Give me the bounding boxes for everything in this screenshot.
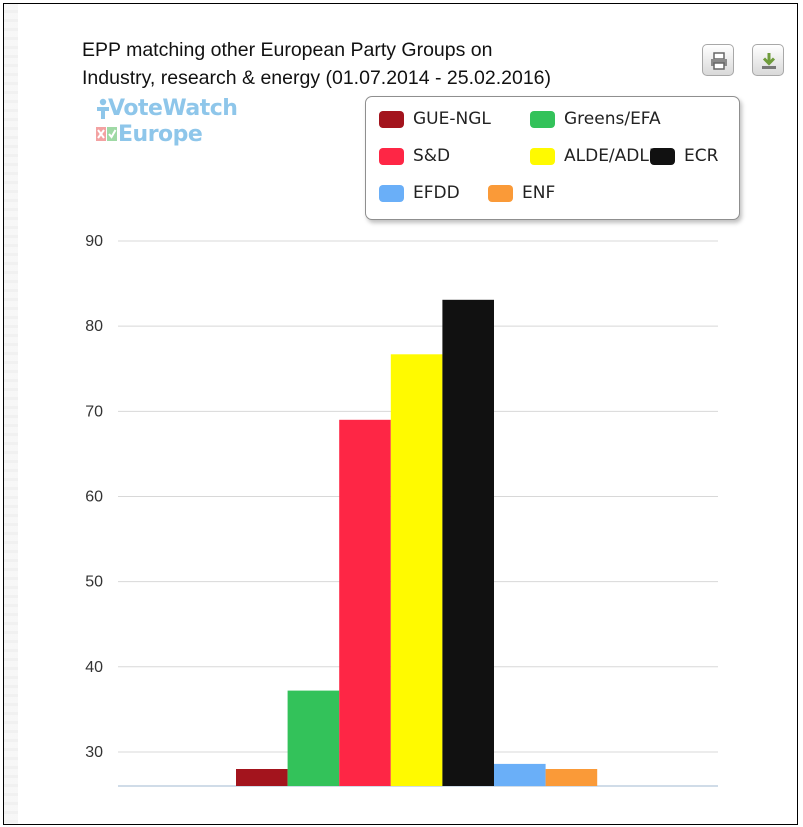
legend-swatch [379, 184, 404, 202]
y-tick-label: 30 [85, 744, 103, 761]
bar-enf[interactable] [545, 769, 598, 786]
legend-item-alde-adle[interactable]: ALDE/ADLE [530, 144, 660, 168]
legend-item-efdd[interactable]: EFDD [379, 181, 460, 205]
legend-swatch [379, 110, 404, 128]
bar-ecr[interactable] [442, 299, 494, 786]
legend-label: S&D [413, 146, 451, 166]
bar-alde-adle[interactable] [390, 354, 443, 786]
votewatch-logo: VoteWatch Europe [96, 96, 296, 152]
y-tick-label: 90 [85, 233, 103, 250]
chart-title-line-2: Industry, research & energy (01.07.2014 … [82, 67, 552, 89]
chart-legend: GUE-NGL Greens/EFA S&D ALDE/ADLE ECR EFDD ENF [365, 96, 740, 220]
bar-gue-ngl[interactable] [236, 769, 288, 786]
legend-swatch [379, 147, 404, 165]
logo-person-icon [97, 98, 109, 119]
y-tick-label: 80 [85, 318, 103, 335]
logo-ballot-icon [96, 127, 117, 141]
bar-efdd[interactable] [494, 763, 546, 786]
legend-label: ALDE/ADLE [564, 146, 660, 166]
legend-item-ecr[interactable]: ECR [650, 144, 718, 168]
legend-label: Greens/EFA [564, 109, 661, 129]
y-tick-label: 60 [85, 488, 103, 505]
legend-label: ENF [522, 183, 556, 203]
legend-swatch [530, 147, 555, 165]
logo-text-europe: Europe [118, 122, 203, 147]
printer-icon [711, 52, 727, 70]
y-tick-label: 70 [85, 403, 103, 420]
legend-item-greens-efa[interactable]: Greens/EFA [530, 107, 661, 131]
legend-swatch [488, 184, 513, 202]
chart-title-line-1: EPP matching other European Party Groups… [82, 39, 493, 61]
download-button[interactable] [752, 44, 784, 76]
legend-label: EFDD [413, 183, 460, 203]
bar-s-d[interactable] [339, 419, 391, 786]
legend-item-gue-ngl[interactable]: GUE-NGL [379, 107, 491, 131]
legend-swatch [650, 147, 675, 165]
side-watermark-strip [4, 4, 18, 824]
legend-label: GUE-NGL [413, 109, 491, 129]
legend-item-enf[interactable]: ENF [488, 181, 555, 205]
legend-swatch [530, 110, 555, 128]
y-tick-label: 50 [85, 574, 103, 591]
print-button[interactable] [702, 44, 734, 76]
logo-text-votewatch: VoteWatch [108, 96, 238, 121]
legend-item-s-d[interactable]: S&D [379, 144, 450, 168]
legend-label: ECR [684, 146, 719, 166]
chart-title: EPP matching other European Party Groups… [82, 36, 682, 92]
download-icon [762, 53, 776, 69]
y-tick-label: 40 [85, 659, 103, 676]
bar-greens-efa[interactable] [287, 690, 340, 786]
